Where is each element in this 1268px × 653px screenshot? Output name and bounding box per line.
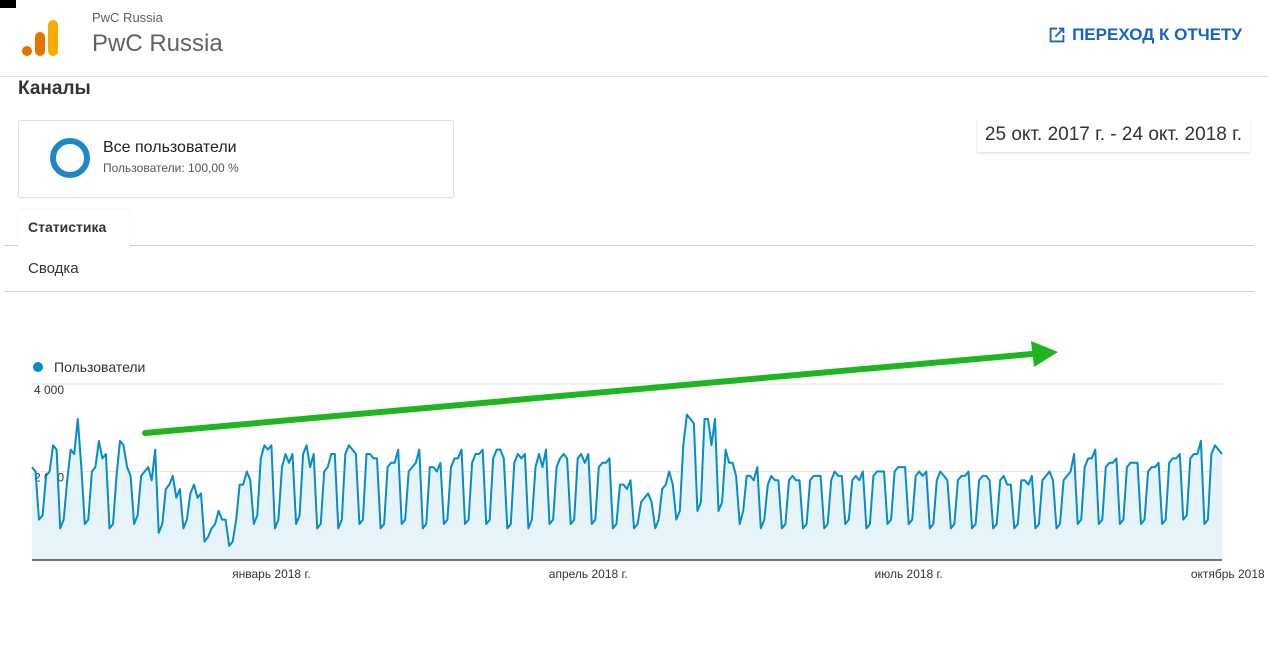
go-to-report-link[interactable]: ПЕРЕХОД К ОТЧЕТУ [1046, 24, 1242, 46]
tab-statistics-label: Статистика [28, 219, 107, 235]
tab-divider [4, 245, 1254, 246]
x-tick-label: январь 2018 г. [232, 567, 311, 581]
trend-arrow-head [1031, 341, 1058, 367]
segment-detail: Пользователи: 100,00 % [103, 161, 239, 175]
page-title: Каналы [18, 78, 91, 99]
summary-link[interactable]: Сводка [28, 260, 79, 277]
corner-mark [0, 0, 16, 8]
segment-name: Все пользователи [103, 139, 237, 156]
segment-card[interactable]: Все пользователи Пользователи: 100,00 % [18, 120, 454, 198]
header-bar: PwC Russia PwC Russia ПЕРЕХОД К ОТЧЕТУ [0, 0, 1268, 77]
tab-statistics[interactable]: Статистика [18, 210, 130, 248]
series-area [32, 414, 1222, 559]
summary-divider [4, 291, 1254, 292]
x-tick-label: октябрь 2018 г. [1191, 567, 1268, 581]
open-external-icon [1049, 27, 1065, 43]
date-range-picker[interactable]: 25 окт. 2017 г. - 24 окт. 2018 г. [976, 118, 1250, 152]
account-name[interactable]: PwC Russia [92, 30, 223, 57]
segment-ring-icon [50, 138, 90, 178]
analytics-logo-icon [22, 20, 58, 56]
legend-marker [33, 362, 43, 372]
x-tick-label: апрель 2018 г. [549, 567, 628, 581]
trend-arrow-shaft [142, 351, 1035, 436]
account-name-small: PwC Russia [92, 10, 163, 25]
legend-label: Пользователи [54, 359, 145, 375]
x-tick-label: июль 2018 г. [875, 567, 943, 581]
series-line [31, 413, 1223, 547]
go-to-report-label: ПЕРЕХОД К ОТЧЕТУ [1072, 25, 1242, 44]
y-tick-label: 4 000 [34, 383, 64, 397]
